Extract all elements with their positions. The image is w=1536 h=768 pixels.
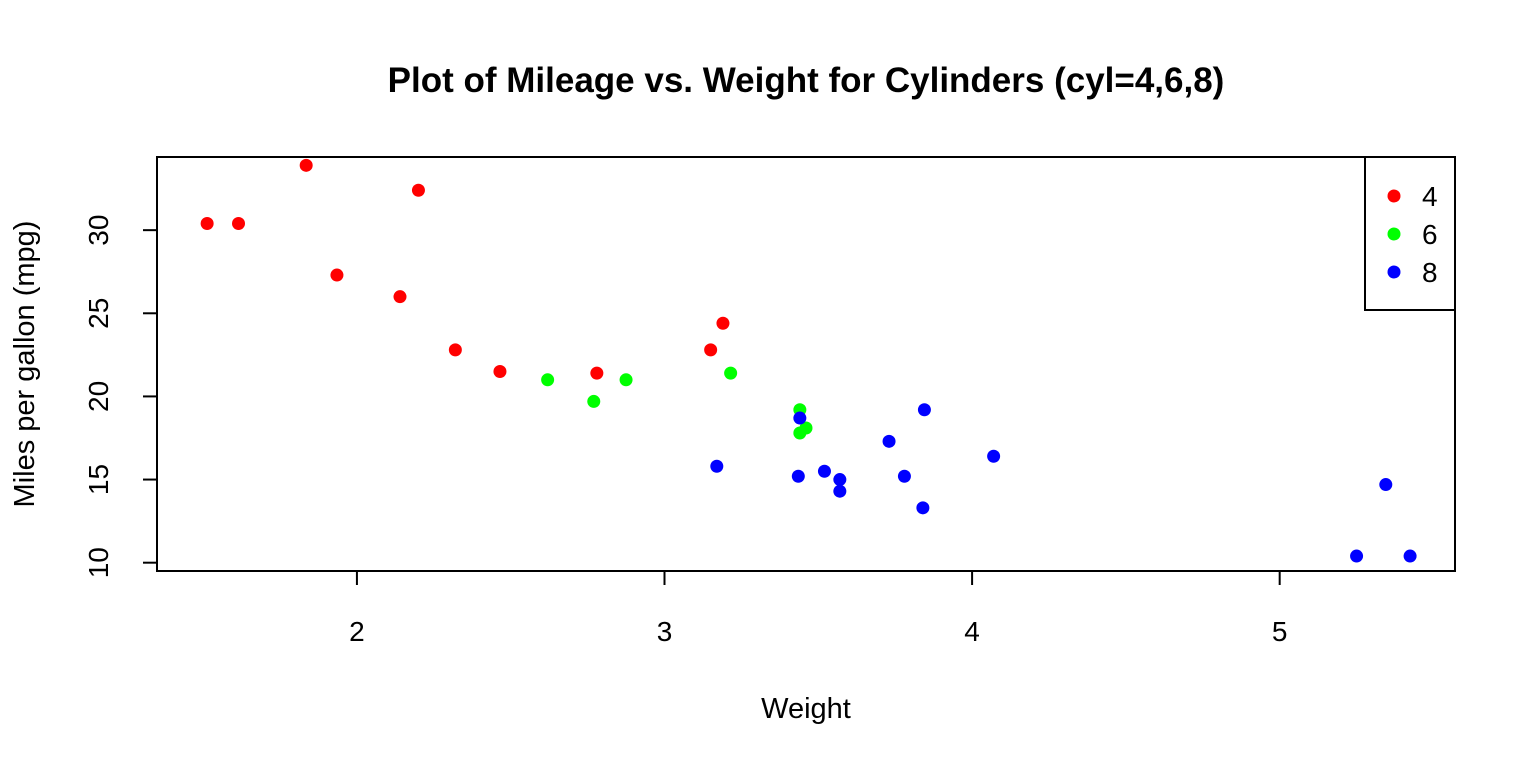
data-point-cyl-4 xyxy=(448,343,462,357)
x-axis-label: Weight xyxy=(761,693,851,725)
chart-title: Plot of Mileage vs. Weight for Cylinders… xyxy=(388,61,1225,100)
legend-marker xyxy=(1387,227,1401,241)
data-point-cyl-4 xyxy=(704,343,718,357)
data-point-cyl-4 xyxy=(493,364,507,378)
x-tick-label: 2 xyxy=(349,616,365,647)
data-point-cyl-6 xyxy=(799,421,813,435)
legend-label: 8 xyxy=(1422,257,1438,288)
data-point-cyl-8 xyxy=(833,484,847,498)
data-point-cyl-8 xyxy=(1379,478,1393,492)
x-tick-label: 3 xyxy=(657,616,673,647)
y-tick-label: 20 xyxy=(83,381,114,412)
y-axis: 10 15 20 25 30 xyxy=(83,215,158,578)
data-point-cyl-8 xyxy=(710,459,724,473)
x-tick-label: 4 xyxy=(964,616,980,647)
data-point-cyl-8 xyxy=(987,449,1001,463)
data-point-cyl-4 xyxy=(232,217,246,231)
legend-marker xyxy=(1387,189,1401,203)
y-tick-label: 25 xyxy=(83,298,114,329)
data-point-cyl-8 xyxy=(1350,549,1364,563)
y-axis-label: Miles per gallon (mpg) xyxy=(9,221,41,508)
legend-label: 4 xyxy=(1422,181,1438,212)
data-point-cyl-8 xyxy=(793,411,807,425)
data-point-cyl-8 xyxy=(897,469,911,483)
data-point-cyl-6 xyxy=(541,373,555,387)
data-point-cyl-6 xyxy=(724,366,738,380)
legend-marker xyxy=(1387,265,1401,279)
legend: 4 6 8 xyxy=(1364,156,1456,311)
data-point-cyl-4 xyxy=(411,183,425,197)
data-point-cyl-4 xyxy=(393,290,407,304)
y-tick-label: 10 xyxy=(83,547,114,578)
y-tick-label: 15 xyxy=(83,464,114,495)
legend-label: 6 xyxy=(1422,219,1438,250)
data-point-cyl-8 xyxy=(833,473,847,487)
x-tick-label: 5 xyxy=(1272,616,1288,647)
data-point-cyl-8 xyxy=(882,434,896,448)
x-axis: 2 3 4 5 xyxy=(349,570,1288,647)
data-point-cyl-4 xyxy=(590,366,604,380)
data-points xyxy=(200,158,1417,563)
data-point-cyl-8 xyxy=(1403,549,1417,563)
data-point-cyl-4 xyxy=(716,316,730,330)
data-point-cyl-6 xyxy=(619,373,633,387)
data-point-cyl-8 xyxy=(917,403,931,417)
legend-box xyxy=(1364,156,1456,311)
data-point-cyl-4 xyxy=(299,158,313,172)
plot-frame xyxy=(156,156,1456,572)
y-tick-label: 30 xyxy=(83,215,114,246)
data-point-cyl-8 xyxy=(916,501,930,515)
data-point-cyl-6 xyxy=(587,394,601,408)
data-point-cyl-8 xyxy=(817,464,831,478)
data-point-cyl-4 xyxy=(330,268,344,282)
data-point-cyl-8 xyxy=(791,469,805,483)
data-point-cyl-4 xyxy=(200,217,214,231)
